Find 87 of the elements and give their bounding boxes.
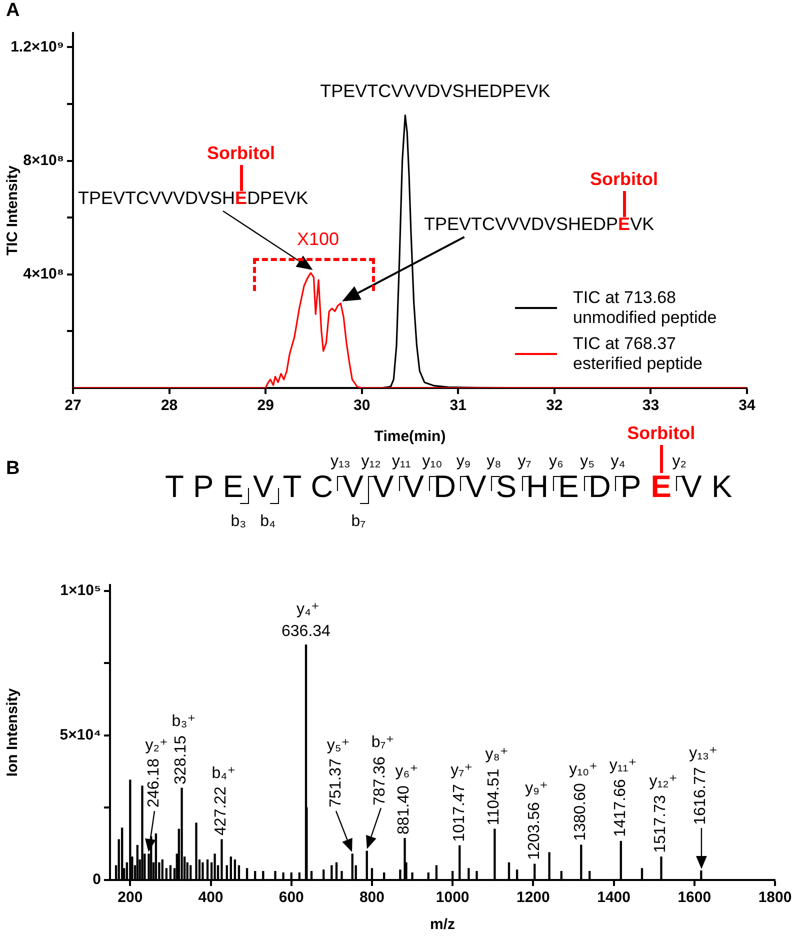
text: b₇ [351,513,366,531]
annotation: y₁₂⁺ [649,772,678,791]
annotation: y₇⁺ [450,762,473,780]
x-tick-label: 1000 [436,889,470,906]
annotation: 751.37 [327,759,346,808]
annotation: 1616.77 [692,766,710,825]
annotation: DPEVK [247,188,308,209]
annotation: y₄⁺ [296,600,320,619]
text: Sorbitol [627,423,696,444]
annotation: 787.36 [372,756,390,806]
y-tick-label: 0 [92,871,101,888]
x-tick-label: 31 [450,397,466,414]
text: y₁₁ [392,453,411,471]
annotation: y₆⁺ [395,763,418,782]
annotation: VK [630,214,654,235]
annotation: y₂⁺ [145,736,168,755]
x-tick-label: 33 [642,397,660,414]
annotation: TPEVTCVVVDVSH [78,188,236,209]
annotation: y₁₁⁺ [609,757,637,776]
annotation: E [235,188,248,209]
annotation: 1104.51 [486,768,504,825]
text: y₇ [518,453,532,471]
x-tick-label: 29 [257,397,274,414]
annotation: 881.40 [396,785,414,834]
y-axis-title: TIC Intensity [4,164,22,256]
annotation: 1017.47 [450,784,469,842]
y-axis-title: Ion Intensity [4,688,22,777]
text: T P E V T C V V V D V S H E D P [165,469,642,504]
x-tick-label: 34 [738,397,756,414]
text: b₃ [230,513,246,531]
annotation: y₈⁺ [485,746,508,764]
text: b₄ [260,513,276,531]
y-tick-label: 1.2×10⁹ [10,38,64,56]
y-tick-label: 4×10⁸ [23,266,64,283]
x-tick-label: 600 [278,889,304,906]
chart-title: A [6,0,20,22]
x-tick-label: 27 [64,397,82,414]
annotation: b₇⁺ [371,734,394,752]
x-axis-title: Time(min) [374,428,446,446]
x-tick-label: 30 [354,397,370,414]
text: y₂ [672,453,687,471]
x-axis-title: m/z [430,916,456,934]
annotation: b₃⁺ [172,713,196,732]
annotation: TPEVTCVVVDVSHEDP [424,214,618,235]
annotation: y₉⁺ [525,780,548,798]
annotation: X100 [297,229,340,250]
annotation: 246.18 [146,759,164,808]
annotation: 1417.66 [612,779,630,838]
annotation: y₁₀⁺ [569,761,598,779]
x-tick-label: 200 [118,889,143,906]
annotation: Sorbitol [590,169,658,190]
annotation: 636.34 [282,622,330,641]
x-tick-label: 1600 [678,889,712,906]
text: y₁₂ [361,453,381,471]
y-tick-label: 8×10⁸ [23,152,64,169]
text: y₉ [456,453,471,471]
annotation: y₅⁺ [326,736,350,755]
annotation: 1517.73 [652,794,670,853]
legend-label: TIC at 713.68 unmodified peptide [573,288,718,328]
x-tick-label: 32 [546,397,563,414]
text: y₁₀ [422,453,442,471]
annotation: 427.22 [212,786,231,836]
annotation: b₄⁺ [212,764,236,782]
y-tick-label: 1×10⁵ [60,582,101,599]
annotation: E [618,214,630,235]
legend-label: TIC at 768.37 esterified peptide [573,334,704,374]
annotation: 328.15 [172,735,191,784]
annotation: 1203.56 [526,802,544,860]
x-tick-label: 28 [160,397,178,414]
chart-title: B [6,458,20,480]
x-tick-label: 1200 [516,889,550,906]
text: V K [681,469,732,504]
y-tick-label: 5×10⁴ [60,726,101,744]
text: y₈ [486,453,502,471]
annotation: Sorbitol [207,143,276,164]
text: y₆ [548,453,564,471]
text: y₅ [580,453,595,471]
text: y₁₃ [330,453,350,471]
x-tick-label: 800 [359,889,384,906]
text: y₄ [610,453,626,471]
text: E [650,469,672,504]
annotation: TPEVTCVVVDVSHEDPEVK [320,81,550,102]
x-tick-label: 1400 [597,889,630,906]
x-tick-label: 1800 [758,889,792,906]
annotation: y₁₃⁺ [689,744,718,763]
annotation: 1380.60 [572,783,590,841]
x-tick-label: 400 [198,889,224,906]
